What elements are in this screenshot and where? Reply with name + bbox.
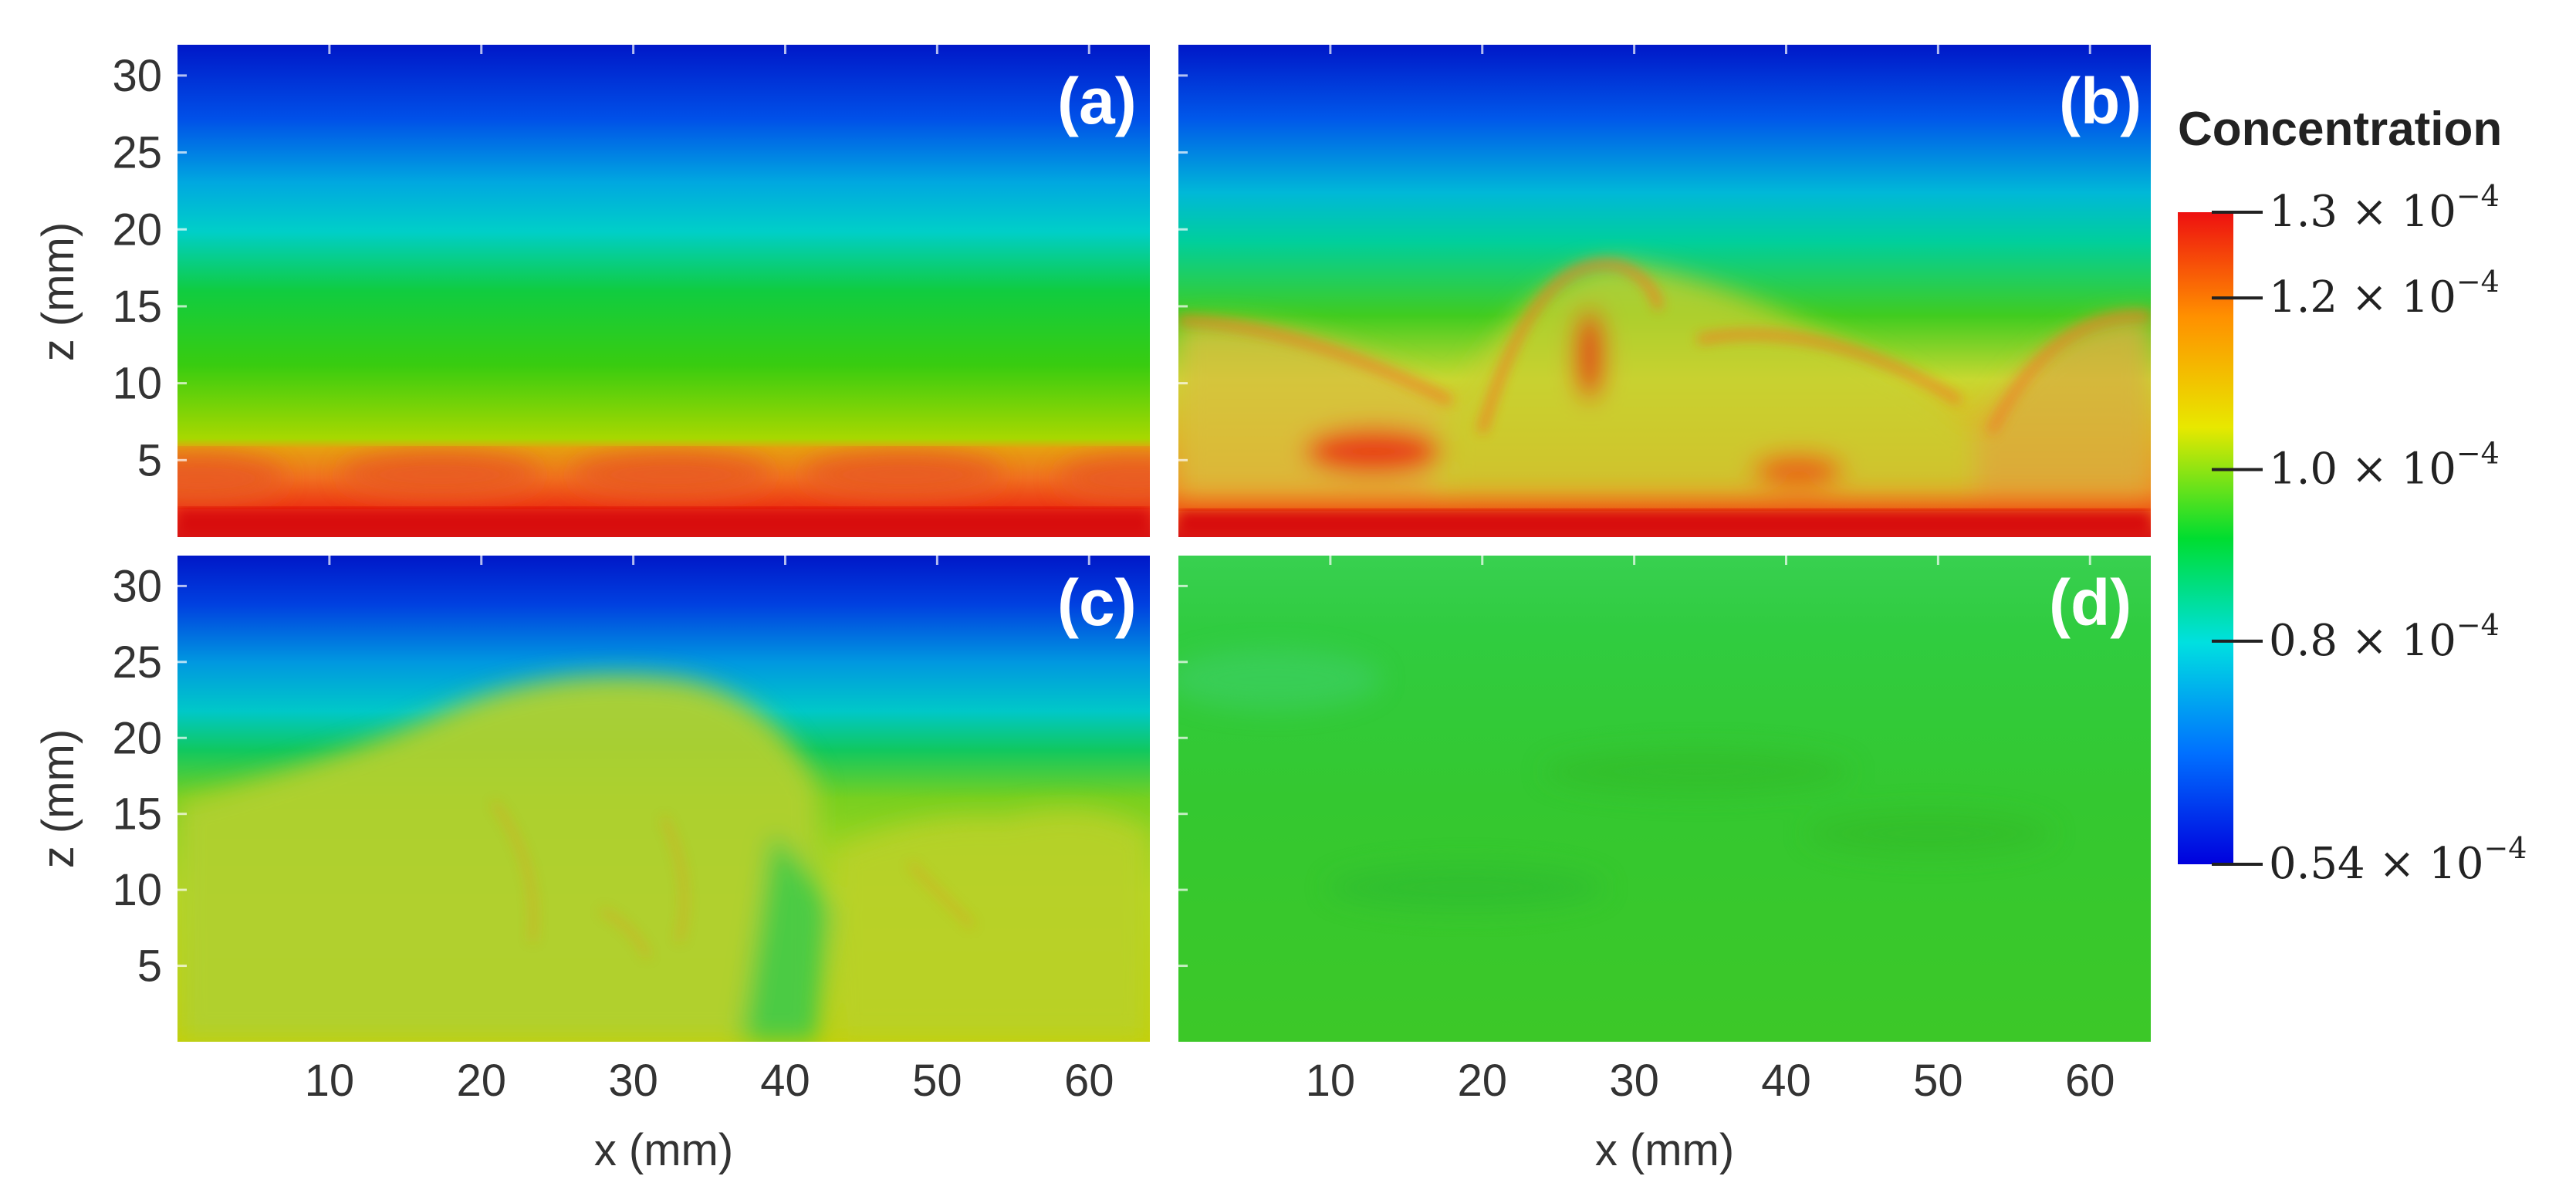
colorbar (2178, 212, 2233, 864)
y-tick-label: 5 (137, 941, 162, 992)
colorbar-tick-label: 0.8 × 10−4 (2269, 608, 2500, 666)
y-tick-label: 30 (112, 51, 162, 101)
colorbar-ticks: 1.3 × 10−4 1.2 × 10−4 1.0 × 10−4 0.8 × 10−4… (2212, 179, 2527, 889)
y-tick-label: 20 (112, 713, 162, 763)
ylabel-c: z (mm) (33, 729, 83, 868)
y-tick-label: 25 (112, 128, 162, 178)
panel-label-b: (b) (2059, 65, 2142, 137)
xlabel-c: x (mm) (594, 1125, 733, 1175)
panel-b-heatmap (1178, 45, 2151, 537)
y-tick-label: 15 (112, 789, 162, 840)
xlabel-d: x (mm) (1595, 1125, 1734, 1175)
colorbar-tick-label: 1.0 × 10−4 (2269, 437, 2500, 495)
y-tick-label: 15 (112, 282, 162, 332)
x-tick-label: 30 (1609, 1056, 1659, 1106)
x-tick-label: 20 (456, 1056, 506, 1106)
x-tick-label: 60 (1064, 1056, 1114, 1106)
panel-a-heatmap (177, 45, 1150, 537)
x-tick-label: 20 (1457, 1056, 1507, 1106)
panel-label-d: (d) (2049, 566, 2131, 639)
x-tick-label: 60 (2065, 1056, 2115, 1106)
y-tick-label: 20 (112, 204, 162, 255)
y-tick-label: 5 (137, 435, 162, 485)
panel-label-c: (c) (1057, 566, 1137, 639)
colorbar-title: Concentration (2178, 103, 2502, 156)
x-tick-label: 30 (608, 1056, 658, 1106)
x-tick-label: 10 (305, 1056, 355, 1106)
panel-label-a: (a) (1057, 65, 1137, 137)
panel-d-heatmap (1178, 556, 2151, 1042)
x-tick-label: 40 (1761, 1056, 1811, 1106)
y-tick-label: 10 (112, 865, 162, 915)
colorbar-tick-label: 1.3 × 10−4 (2269, 179, 2500, 237)
y-tick-label: 30 (112, 561, 162, 611)
colorbar-tick-label: 0.54 × 10−4 (2269, 831, 2527, 889)
y-tick-label: 10 (112, 359, 162, 409)
y-tick-label: 25 (112, 637, 162, 688)
colorbar-tick-label: 1.2 × 10−4 (2269, 265, 2500, 323)
x-tick-label: 10 (1306, 1056, 1356, 1106)
x-tick-label: 50 (912, 1056, 962, 1106)
axes-group: 5 10 15 20 25 30 10 20 30 40 50 60 5 10 15 20 25 30 10 20 30… (112, 45, 2115, 1106)
panel-c-heatmap (177, 556, 1150, 1042)
x-tick-label: 40 (760, 1056, 810, 1106)
x-tick-label: 50 (1913, 1056, 1963, 1106)
ylabel-a: z (mm) (33, 222, 83, 361)
